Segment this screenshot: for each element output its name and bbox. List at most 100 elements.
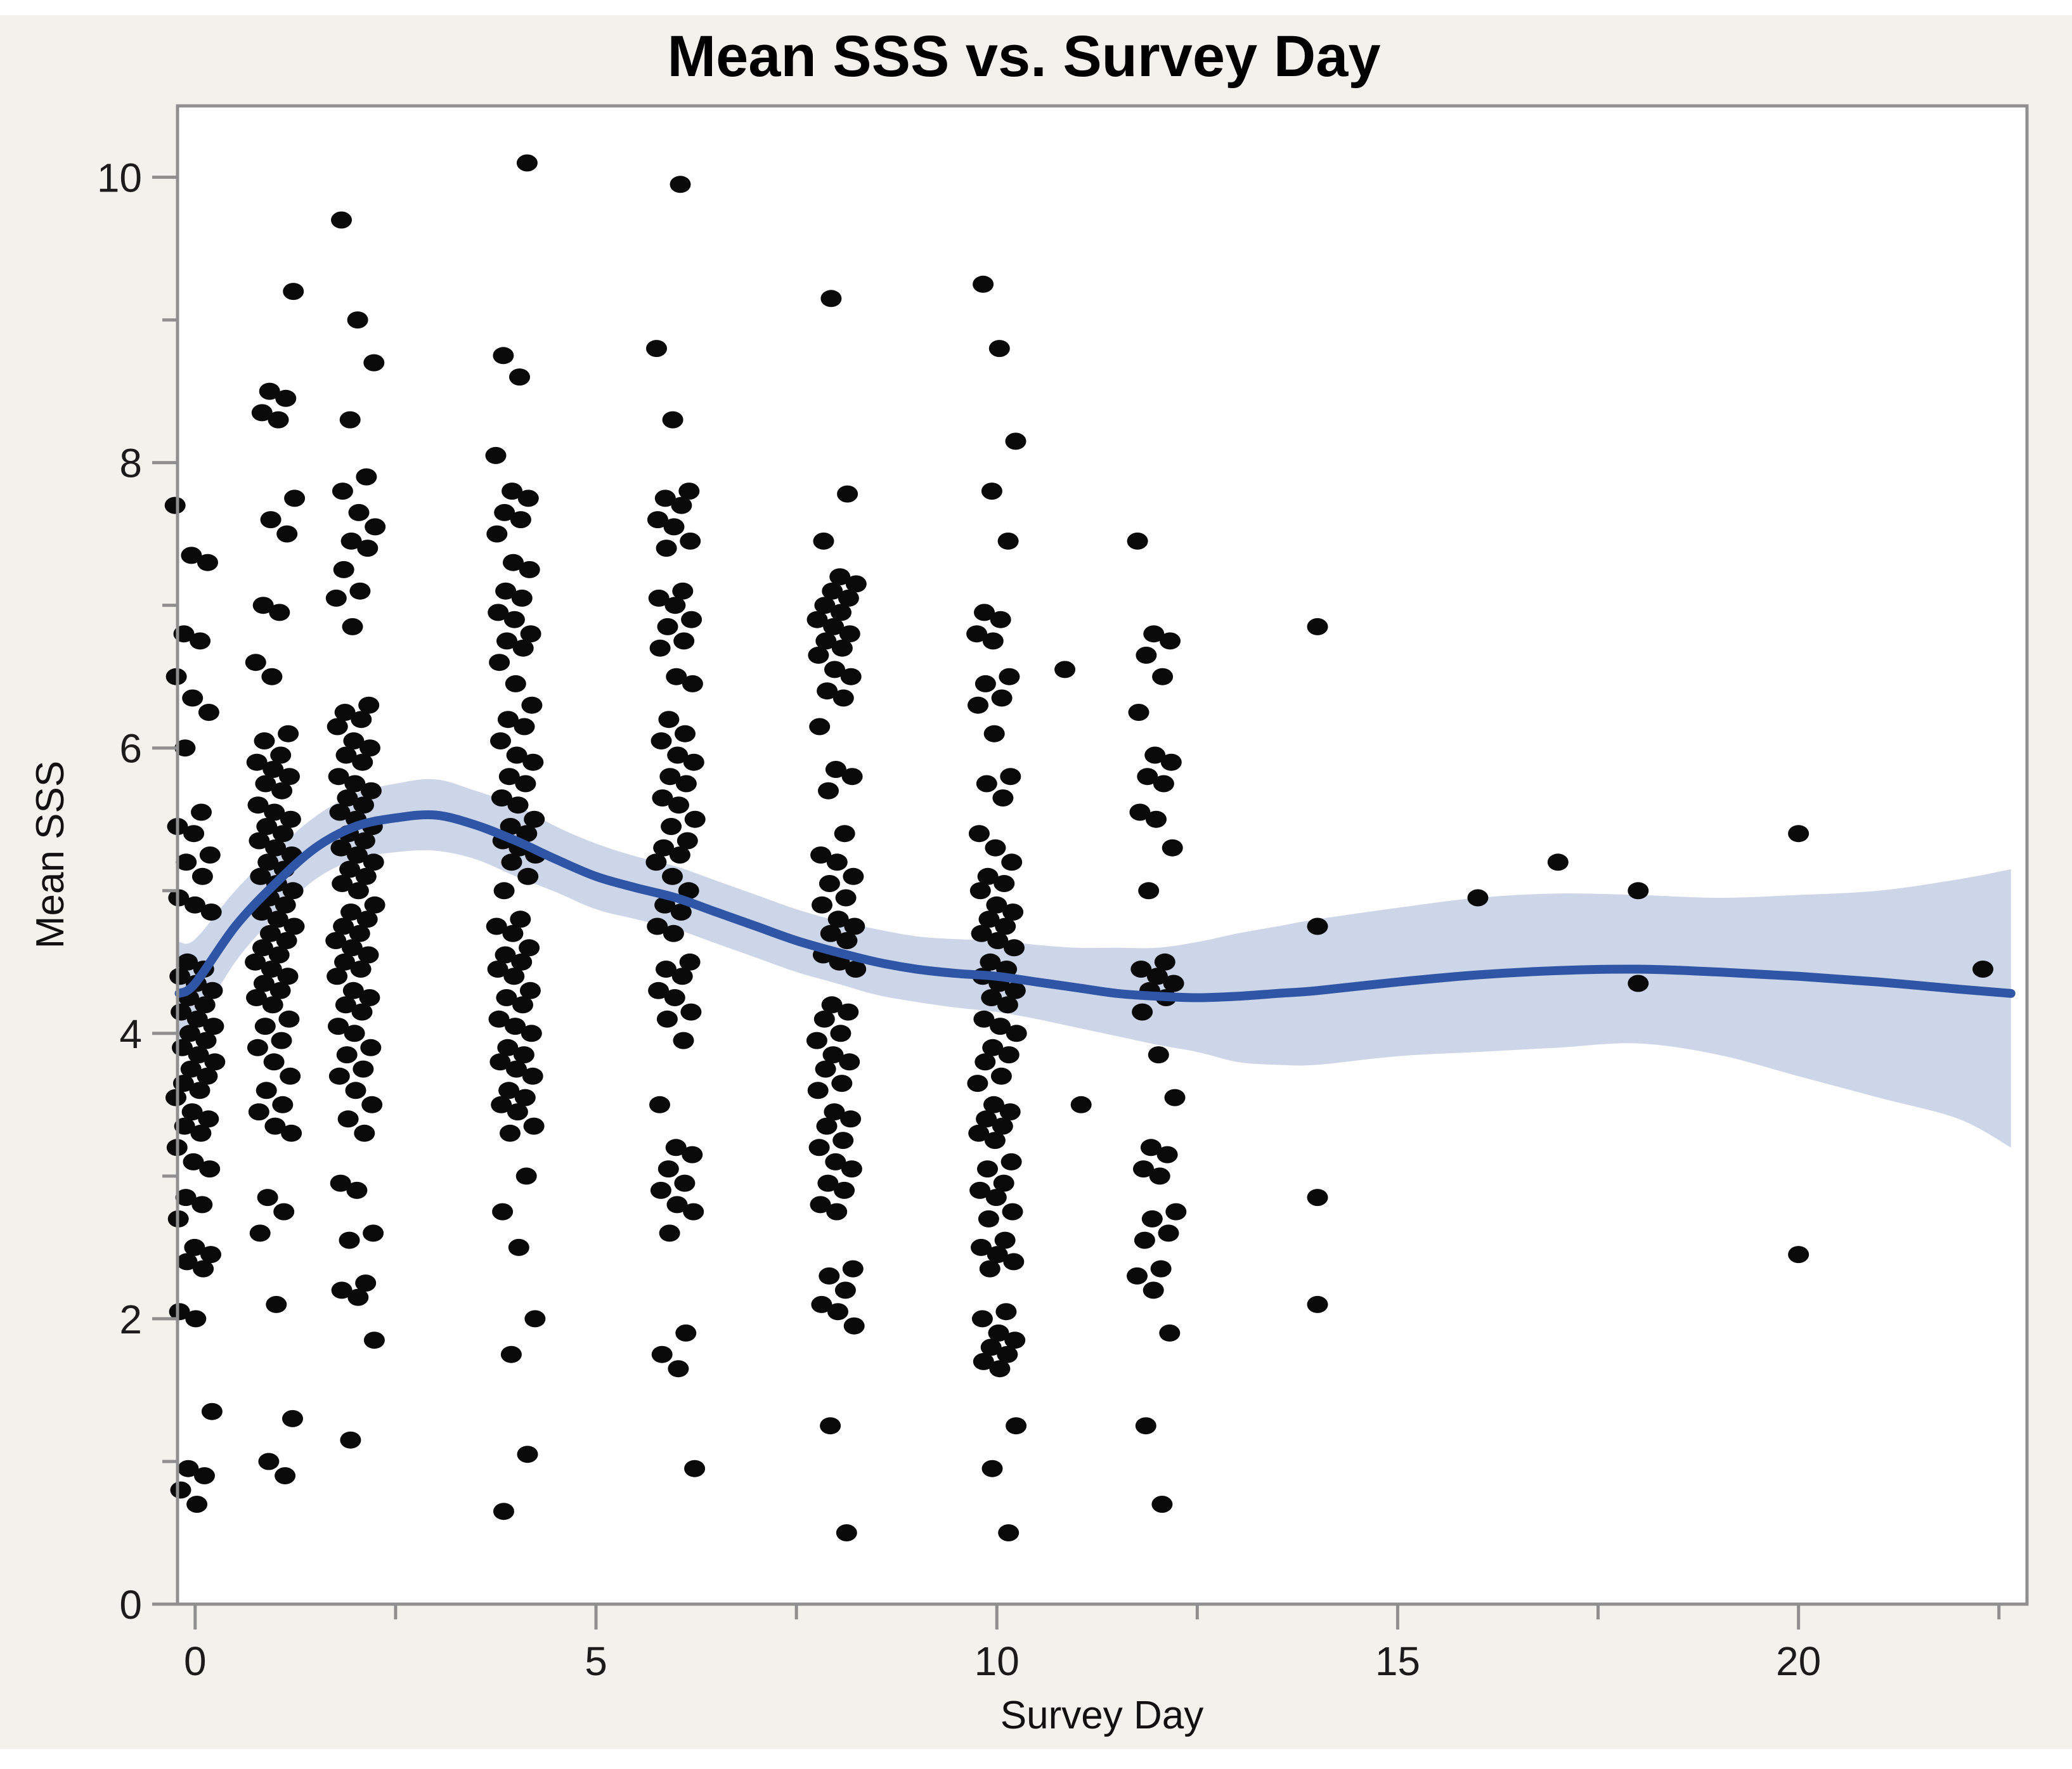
data-point xyxy=(1628,975,1649,992)
data-point xyxy=(363,853,384,871)
data-point xyxy=(275,896,296,914)
data-point xyxy=(998,1524,1020,1541)
data-point xyxy=(511,953,533,971)
data-point xyxy=(647,511,668,529)
data-point xyxy=(512,639,534,657)
data-point xyxy=(830,1025,851,1042)
data-point xyxy=(345,1082,366,1099)
data-point xyxy=(654,489,676,507)
data-point xyxy=(344,775,366,793)
data-point xyxy=(495,582,517,600)
data-point xyxy=(277,968,299,985)
data-point xyxy=(673,1032,694,1049)
data-point xyxy=(831,639,853,657)
data-point xyxy=(1307,618,1328,635)
data-point xyxy=(180,1060,202,1078)
data-point xyxy=(973,1010,995,1028)
data-point xyxy=(664,989,685,1006)
confidence-band-layer xyxy=(179,779,2011,1148)
data-point xyxy=(491,1096,512,1113)
data-point xyxy=(826,853,848,871)
data-point xyxy=(1164,1089,1186,1106)
data-point xyxy=(1127,1267,1148,1285)
data-point xyxy=(489,654,510,671)
data-point xyxy=(678,882,699,900)
data-point xyxy=(650,1181,671,1199)
data-point xyxy=(344,1025,365,1042)
data-point xyxy=(997,532,1019,550)
data-point xyxy=(980,1338,1002,1356)
data-point xyxy=(1005,432,1026,450)
data-point xyxy=(845,575,867,593)
data-point xyxy=(1307,1295,1328,1313)
data-point xyxy=(275,389,297,407)
data-point xyxy=(497,711,519,729)
data-point xyxy=(351,711,372,729)
data-point xyxy=(263,1053,285,1071)
data-point xyxy=(831,1075,853,1092)
data-point xyxy=(494,503,515,521)
data-point xyxy=(358,946,379,964)
data-point xyxy=(524,810,545,828)
data-point xyxy=(669,846,690,864)
data-point xyxy=(1002,1203,1023,1221)
data-point xyxy=(340,1431,361,1449)
data-point xyxy=(981,989,1002,1006)
data-point xyxy=(257,853,279,871)
plot-frame-layer xyxy=(176,104,2029,1606)
data-point xyxy=(485,446,507,464)
data-point xyxy=(1151,1496,1173,1513)
data-point xyxy=(363,1332,385,1349)
data-point xyxy=(841,768,863,786)
confidence-band xyxy=(179,779,2011,1148)
data-point xyxy=(262,996,283,1014)
data-point xyxy=(331,211,352,229)
data-point xyxy=(353,796,374,814)
data-point xyxy=(808,646,829,664)
data-point xyxy=(841,1160,862,1178)
data-point xyxy=(816,1117,838,1135)
data-point xyxy=(656,1010,678,1028)
data-point xyxy=(500,1124,521,1142)
data-point xyxy=(1143,1281,1164,1299)
data-point xyxy=(812,896,832,914)
data-point xyxy=(351,1003,373,1021)
data-point xyxy=(1004,939,1025,957)
data-point xyxy=(974,604,995,621)
data-point xyxy=(495,946,516,964)
data-point xyxy=(1132,1003,1153,1021)
data-point xyxy=(198,704,219,721)
y-axis-label: Mean SSS xyxy=(29,761,72,949)
data-point xyxy=(817,682,838,700)
data-point xyxy=(820,290,842,308)
data-point xyxy=(268,946,290,964)
data-point xyxy=(968,825,990,843)
data-point xyxy=(246,989,267,1006)
data-point xyxy=(278,1010,300,1028)
data-point xyxy=(1140,1139,1162,1157)
data-point xyxy=(199,1160,221,1178)
data-point xyxy=(648,589,670,607)
data-point xyxy=(260,511,282,529)
data-point xyxy=(183,825,205,843)
plot-area-background xyxy=(178,106,2027,1604)
data-point xyxy=(977,1160,998,1178)
data-point xyxy=(279,768,300,786)
data-point xyxy=(653,839,675,857)
data-point xyxy=(247,1039,268,1056)
data-point xyxy=(1547,853,1569,871)
data-point xyxy=(835,889,857,907)
data-point xyxy=(178,1460,199,1477)
data-point xyxy=(503,554,524,571)
data-point xyxy=(842,1260,864,1278)
data-point xyxy=(1138,882,1160,900)
data-point xyxy=(489,1053,511,1071)
data-point xyxy=(325,589,347,607)
data-point xyxy=(985,839,1006,857)
data-point xyxy=(201,1403,223,1420)
data-point xyxy=(264,1117,286,1135)
data-point xyxy=(657,1160,679,1178)
data-point xyxy=(509,368,530,386)
data-point xyxy=(341,939,363,957)
